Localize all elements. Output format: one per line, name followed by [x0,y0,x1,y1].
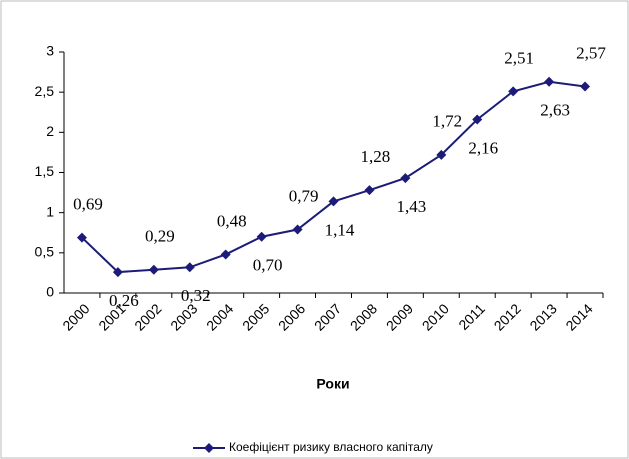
data-point [508,86,519,97]
value-label: 0,70 [253,256,283,275]
data-point [544,76,555,87]
y-tick-label: 2,5 [35,83,55,99]
data-point [328,196,339,207]
value-label: 1,72 [432,112,462,131]
legend-marker [204,443,214,453]
value-label: 0,48 [217,211,247,230]
value-label: 1,28 [361,147,391,166]
data-point [292,224,303,235]
value-label: 0,32 [181,286,211,305]
data-point [580,81,591,92]
data-point [220,249,231,260]
y-tick-label: 0,5 [35,244,55,260]
data-point [436,149,447,160]
y-tick-label: 1 [46,203,54,219]
data-point [148,264,159,275]
value-label: 2,57 [576,43,606,62]
value-label: 2,63 [540,101,570,120]
x-axis-label: Роки [316,376,349,392]
y-tick-label: 2 [46,123,54,139]
value-label: 2,51 [504,48,534,67]
legend-label: Коефіцієнт ризику власного капіталу [229,440,433,454]
data-point [112,267,123,278]
data-point [76,232,87,243]
data-point [184,262,195,273]
data-point [400,173,411,184]
value-label: 0,26 [109,291,139,310]
y-tick-label: 0 [46,284,54,300]
value-label: 0,29 [145,227,175,246]
value-label: 0,79 [289,186,319,205]
value-label: 1,43 [396,197,426,216]
data-point [364,185,375,196]
y-tick-label: 1,5 [35,163,55,179]
data-point [256,231,267,242]
value-label: 0,69 [73,194,103,213]
data-point [472,114,483,125]
value-label: 1,14 [325,220,355,239]
y-tick-label: 3 [46,43,54,59]
value-label: 2,16 [468,138,498,157]
